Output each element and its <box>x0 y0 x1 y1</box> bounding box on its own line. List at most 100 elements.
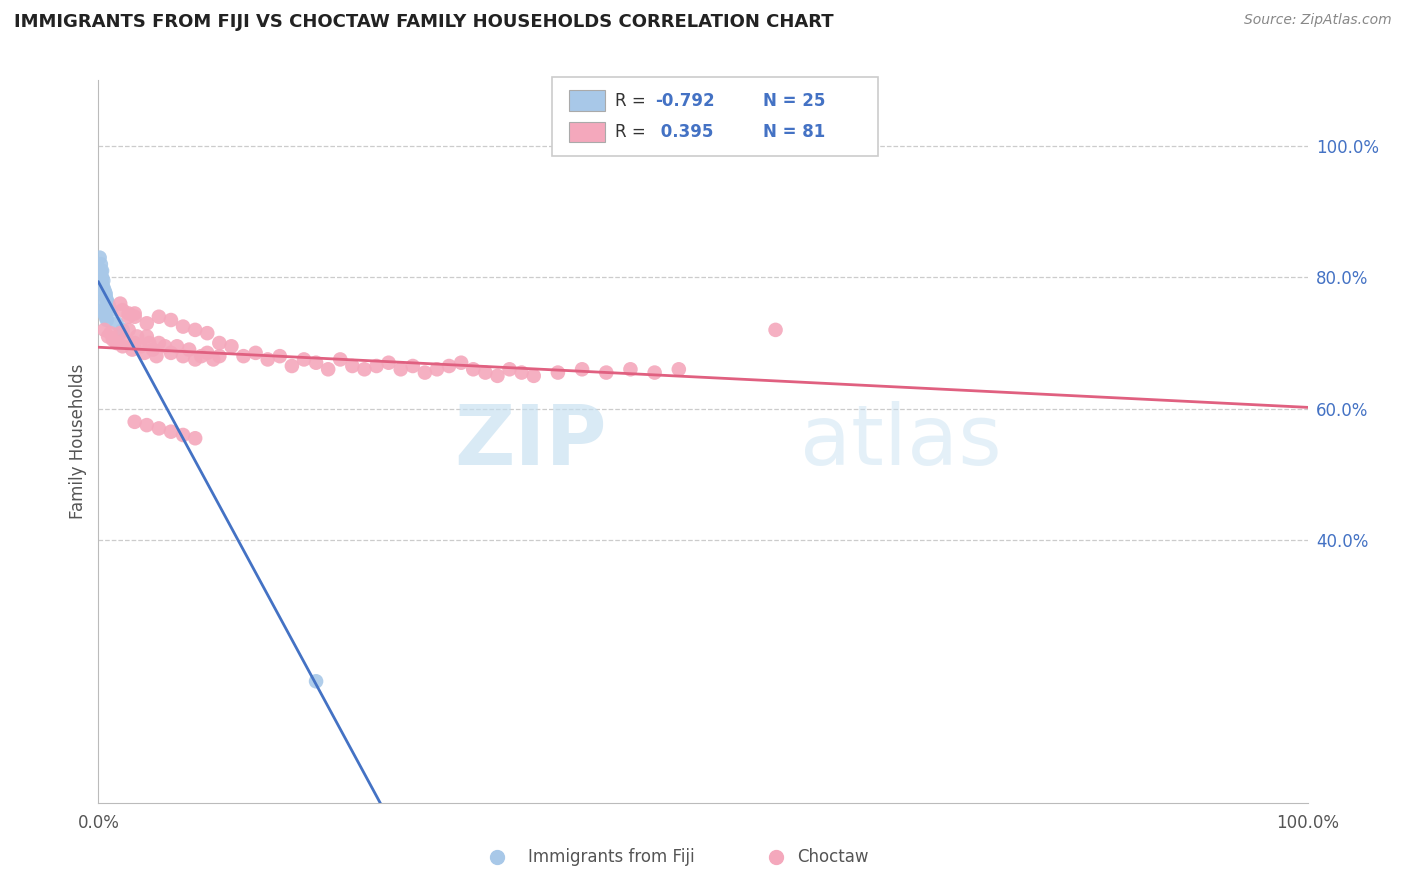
Text: -0.792: -0.792 <box>655 92 714 110</box>
Point <box>90 270 112 285</box>
Text: ZIP: ZIP <box>454 401 606 482</box>
Point <box>142 343 165 357</box>
Point <box>94 290 117 304</box>
Point <box>89 251 111 265</box>
Point <box>127 329 149 343</box>
Point <box>93 323 115 337</box>
Point <box>366 359 388 373</box>
Point <box>91 296 114 310</box>
Point <box>523 368 546 383</box>
Point <box>172 428 194 442</box>
Point <box>129 339 152 353</box>
Point <box>668 362 690 376</box>
Y-axis label: Family Households: Family Households <box>69 364 87 519</box>
FancyBboxPatch shape <box>569 90 605 111</box>
Point <box>232 349 254 363</box>
Point <box>595 366 617 380</box>
Point <box>90 257 112 271</box>
Point <box>91 274 114 288</box>
Point <box>195 346 218 360</box>
Point <box>91 280 114 294</box>
Point <box>450 356 472 370</box>
Point <box>93 306 115 320</box>
Point <box>172 349 194 363</box>
Text: N = 25: N = 25 <box>763 92 825 110</box>
Text: R =: R = <box>614 123 651 141</box>
Point <box>105 316 128 330</box>
Point <box>94 310 117 324</box>
Point <box>342 359 364 373</box>
Point <box>184 323 207 337</box>
Point <box>202 352 225 367</box>
Point <box>486 845 509 859</box>
Point <box>172 319 194 334</box>
Point <box>124 306 146 320</box>
Point <box>329 352 352 367</box>
Point <box>402 359 425 373</box>
Point <box>148 310 170 324</box>
Point <box>510 366 533 380</box>
Point <box>100 303 122 318</box>
Point <box>179 343 201 357</box>
Point <box>184 352 207 367</box>
Point <box>114 333 136 347</box>
Point <box>389 362 412 376</box>
Text: Immigrants from Fiji: Immigrants from Fiji <box>527 848 695 866</box>
Point <box>160 313 183 327</box>
FancyBboxPatch shape <box>569 122 605 143</box>
Point <box>547 366 569 380</box>
Point <box>148 336 170 351</box>
Point <box>353 362 375 376</box>
Point <box>91 277 114 291</box>
Point <box>208 349 231 363</box>
Point <box>91 264 114 278</box>
Point <box>221 339 243 353</box>
Point <box>101 333 124 347</box>
Point <box>135 316 157 330</box>
Point <box>91 303 114 318</box>
Point <box>190 349 212 363</box>
Point <box>245 346 267 360</box>
Text: Choctaw: Choctaw <box>797 848 869 866</box>
Point <box>96 313 118 327</box>
Point <box>124 336 146 351</box>
Point <box>377 356 399 370</box>
Text: N = 81: N = 81 <box>763 123 825 141</box>
Point <box>486 368 509 383</box>
Point <box>437 359 460 373</box>
Point <box>148 421 170 435</box>
Point <box>765 323 787 337</box>
Point <box>305 674 328 689</box>
Text: 0.395: 0.395 <box>655 123 713 141</box>
Point <box>498 362 520 376</box>
Point <box>619 362 641 376</box>
Point <box>97 296 120 310</box>
Point <box>98 300 121 314</box>
Point <box>97 329 120 343</box>
Point <box>134 346 156 360</box>
Point <box>121 343 143 357</box>
Point <box>281 359 304 373</box>
Point <box>124 310 146 324</box>
Point <box>208 336 231 351</box>
FancyBboxPatch shape <box>551 77 879 156</box>
Point <box>195 326 218 341</box>
Text: atlas: atlas <box>800 401 1001 482</box>
Point <box>765 845 787 859</box>
Point <box>96 293 118 308</box>
Point <box>184 431 207 445</box>
Point <box>108 296 131 310</box>
Point <box>124 415 146 429</box>
Point <box>426 362 449 376</box>
Point <box>474 366 496 380</box>
Text: R =: R = <box>614 92 651 110</box>
Point <box>145 349 167 363</box>
Point <box>94 286 117 301</box>
Point <box>108 326 131 341</box>
Point <box>160 346 183 360</box>
Point <box>90 264 112 278</box>
Point <box>135 418 157 433</box>
Point <box>111 339 134 353</box>
Point <box>111 323 134 337</box>
Point <box>153 339 176 353</box>
